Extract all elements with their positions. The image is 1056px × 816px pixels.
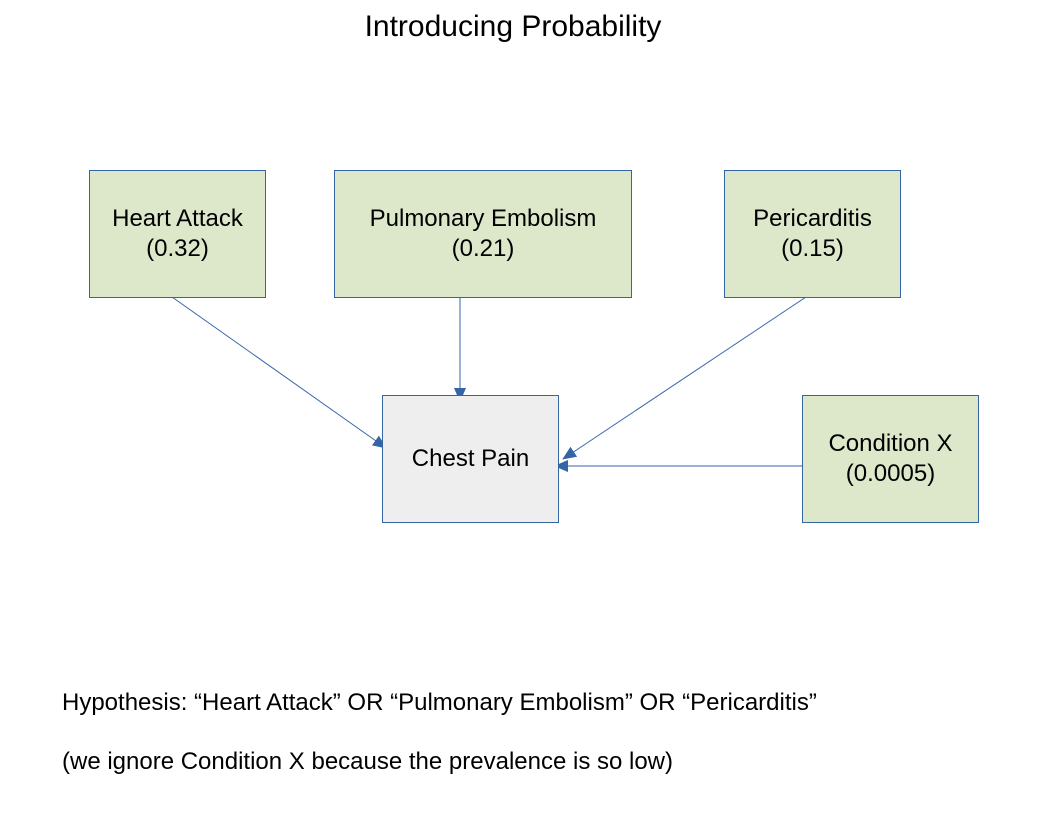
node-chest-pain-label: Chest Pain bbox=[411, 445, 530, 472]
node-heart-attack: Heart Attack (0.32) bbox=[89, 170, 266, 298]
page-title: Introducing Probability bbox=[364, 10, 662, 43]
node-chest-pain: Chest Pain bbox=[382, 395, 559, 523]
arrow-heart-attack-to-chest-pain bbox=[171, 296, 387, 449]
node-pericarditis-probability: (0.15) bbox=[781, 235, 844, 262]
node-pulmonary-embolism-label: Pulmonary Embolism bbox=[369, 205, 597, 232]
node-heart-attack-probability: (0.32) bbox=[146, 235, 209, 262]
caveat-text: (we ignore Condition X because the preva… bbox=[62, 748, 674, 775]
node-condition-x-label: Condition X bbox=[828, 430, 953, 457]
node-condition-x-probability: (0.0005) bbox=[845, 460, 936, 487]
node-pulmonary-embolism: Pulmonary Embolism (0.21) bbox=[334, 170, 632, 298]
node-pericarditis-label: Pericarditis bbox=[753, 205, 872, 232]
arrow-pericarditis-to-chest-pain bbox=[562, 296, 807, 460]
node-pericarditis: Pericarditis (0.15) bbox=[724, 170, 901, 298]
hypothesis-text: Hypothesis: “Heart Attack” OR “Pulmonary… bbox=[62, 689, 817, 716]
node-condition-x: Condition X (0.0005) bbox=[802, 395, 979, 523]
node-heart-attack-label: Heart Attack bbox=[112, 205, 243, 232]
node-pulmonary-embolism-probability: (0.21) bbox=[451, 235, 515, 262]
